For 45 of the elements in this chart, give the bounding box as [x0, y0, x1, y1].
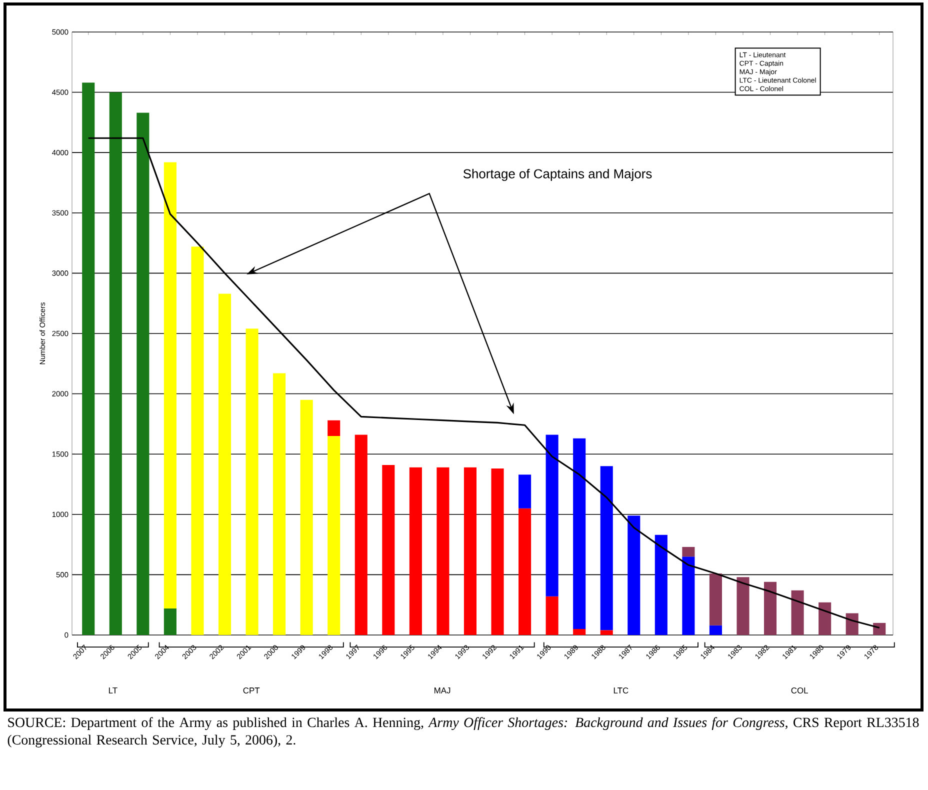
text: LT: [108, 688, 118, 694]
bar: [682, 546, 695, 557]
bar: [682, 556, 695, 635]
text: MAJ: [434, 688, 450, 694]
bar: [218, 294, 232, 635]
bar: [300, 400, 313, 635]
bar: [164, 162, 176, 608]
text: COL: [791, 687, 808, 694]
bar: [600, 466, 613, 630]
bar: [628, 516, 640, 635]
bar: [518, 474, 532, 508]
bar: [491, 468, 504, 635]
annotation: Shortage of Captains and Majors: [463, 168, 652, 181]
bar: [791, 590, 804, 635]
bar: [464, 467, 477, 635]
bar: [709, 573, 722, 626]
bar: [328, 436, 340, 635]
bar: [136, 112, 150, 635]
bar: [436, 467, 450, 635]
bar: [654, 534, 668, 635]
bar: [546, 434, 558, 596]
bar: [600, 630, 613, 635]
bar: [191, 246, 204, 635]
bar: [109, 92, 122, 635]
bar: [846, 613, 858, 635]
bar: [764, 582, 777, 635]
bar: [328, 420, 340, 436]
text: SOURCE: Department of the Army as published in Charles A. Henning, Army Officer Shortages: Background and Issues for Congress, CRS Report RL33518 (Congressional Research Service, July 5, 2006), 2.: [8, 717, 919, 748]
bar: [873, 622, 886, 635]
bar: [818, 602, 832, 635]
text: LTC: [614, 687, 628, 694]
bar: [382, 464, 395, 635]
bar: [409, 467, 422, 635]
bar: [546, 596, 558, 635]
bar: [709, 625, 722, 635]
bar: [354, 434, 368, 635]
text: CPT: [243, 687, 260, 694]
bar: [573, 628, 586, 635]
bar: [573, 438, 586, 629]
bar: [518, 508, 532, 635]
bar: [82, 82, 95, 635]
bar: [273, 373, 286, 635]
bar: [164, 608, 176, 635]
bar: [736, 577, 750, 635]
bar: [246, 328, 258, 635]
